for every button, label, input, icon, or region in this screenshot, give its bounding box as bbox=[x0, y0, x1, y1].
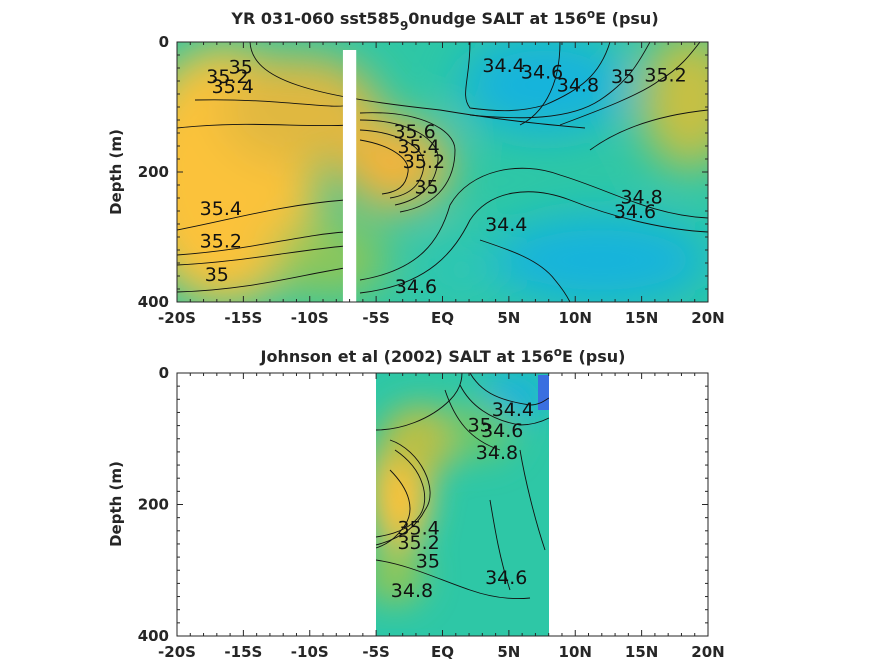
top-contour-label: 35.4 bbox=[397, 136, 439, 158]
top-x-tick-label: -5S bbox=[362, 309, 389, 327]
bottom-contour-label: 34.8 bbox=[391, 580, 433, 602]
bottom-x-tick-label: -10S bbox=[291, 643, 329, 661]
bottom-contour-label: 35 bbox=[468, 414, 492, 436]
bottom-x-tick-label: -20S bbox=[158, 643, 196, 661]
top-contour-label: 35.4 bbox=[212, 76, 254, 98]
top-contour-label: 34.6 bbox=[614, 201, 656, 223]
top-salty-west-upper bbox=[220, 55, 380, 165]
bottom-x-tick-label: EQ bbox=[431, 643, 454, 661]
top-y-tick-label: 0 bbox=[159, 33, 169, 51]
bottom-x-tick-label: -15S bbox=[224, 643, 262, 661]
top-contour-label: 35.4 bbox=[200, 198, 242, 220]
top-contour-label: 35 bbox=[229, 57, 253, 79]
bottom-x-tick-label: 15N bbox=[625, 643, 658, 661]
bottom-y-axis-label: Depth (m) bbox=[107, 461, 125, 547]
bottom-contour-label: 34.8 bbox=[476, 442, 518, 464]
bottom-panel: Johnson et al (2002) SALT at 156oE (psu) bbox=[107, 345, 725, 661]
top-contour-label: 35 bbox=[414, 176, 438, 198]
top-contour-label: 35.2 bbox=[200, 230, 242, 252]
top-mid-central bbox=[420, 235, 500, 302]
top-contour-label: 34.4 bbox=[485, 214, 527, 236]
bottom-y-tick-label: 0 bbox=[159, 364, 169, 382]
top-x-tick-label: -15S bbox=[224, 309, 262, 327]
bottom-salty-upper bbox=[380, 405, 460, 475]
top-contour-label: 35.2 bbox=[644, 65, 686, 87]
bottom-contour-label: 34.4 bbox=[492, 399, 534, 421]
bottom-y-axis: 0 200 400 bbox=[138, 364, 708, 645]
bottom-x-tick-label: 10N bbox=[559, 643, 592, 661]
bottom-contour-label: 35.4 bbox=[397, 518, 439, 540]
top-fresh-north bbox=[460, 42, 630, 135]
top-contour-label: 35.2 bbox=[403, 151, 445, 173]
top-fresh-deep bbox=[490, 215, 708, 302]
top-contour-label: 34.8 bbox=[620, 187, 662, 209]
top-x-tick-label: EQ bbox=[431, 309, 454, 327]
top-x-tick-label: -20S bbox=[158, 309, 196, 327]
top-salty-core bbox=[340, 120, 450, 210]
bottom-mid-deep bbox=[376, 545, 425, 605]
bottom-y-tick-label: 200 bbox=[138, 496, 169, 514]
top-contour-label: 34.8 bbox=[557, 74, 599, 96]
top-x-tick-label: 15N bbox=[625, 309, 658, 327]
bottom-x-axis: -20S -15S -10S -5S EQ 5N 10N 15N 20N bbox=[158, 373, 725, 661]
top-mid-west bbox=[270, 220, 390, 300]
top-panel: YR 031-060 sst58590nudge SALT at 156oE (… bbox=[107, 7, 725, 327]
top-y-tick-label: 200 bbox=[138, 163, 169, 181]
bottom-x-tick-label: -5S bbox=[362, 643, 389, 661]
top-x-tick-label: 5N bbox=[497, 309, 520, 327]
top-y-axis: 0 200 400 bbox=[138, 33, 708, 311]
bottom-mid-salty bbox=[445, 400, 515, 460]
top-x-tick-label: 20N bbox=[691, 309, 724, 327]
bottom-contour-label: 35 bbox=[416, 550, 440, 572]
top-y-axis-label: Depth (m) bbox=[107, 129, 125, 215]
top-x-axis: -20S -15S -10S -5S EQ 5N 10N 15N 20N bbox=[158, 42, 725, 327]
bottom-contour-label: 35.2 bbox=[397, 532, 439, 554]
top-contour-label: 35.2 bbox=[206, 66, 248, 88]
top-contour-label: 34.6 bbox=[521, 61, 563, 83]
bottom-contour-label: 34.6 bbox=[481, 420, 523, 442]
bottom-salinity-field bbox=[376, 373, 549, 636]
top-x-tick-label: -10S bbox=[291, 309, 329, 327]
top-salty-east bbox=[640, 42, 708, 170]
bottom-x-tick-label: 20N bbox=[691, 643, 724, 661]
bottom-panel-title: Johnson et al (2002) SALT at 156oE (psu) bbox=[260, 345, 626, 366]
top-contour-label: 34.6 bbox=[395, 276, 437, 298]
top-contour-label: 35 bbox=[611, 66, 635, 88]
top-x-tick-label: 10N bbox=[559, 309, 592, 327]
top-gap-strip bbox=[342, 50, 357, 302]
bottom-fresh-deep bbox=[538, 375, 549, 410]
top-contour-label: 35 bbox=[205, 264, 229, 286]
bottom-x-tick-label: 5N bbox=[497, 643, 520, 661]
bottom-contour-label: 34.6 bbox=[485, 567, 527, 589]
top-contour-label: 35.6 bbox=[393, 121, 435, 143]
top-panel-title: YR 031-060 sst58590nudge SALT at 156oE (… bbox=[230, 7, 658, 33]
top-contour-label: 34.4 bbox=[482, 55, 524, 77]
top-y-tick-label: 400 bbox=[138, 293, 169, 311]
bottom-y-tick-label: 400 bbox=[138, 627, 169, 645]
top-salinity-field bbox=[177, 42, 708, 302]
